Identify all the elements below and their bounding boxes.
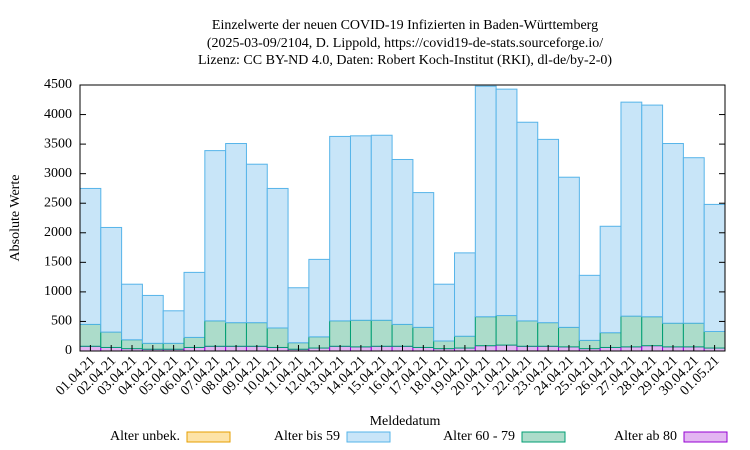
legend-label: Alter ab 80 — [614, 429, 677, 444]
y-tick-label: 4000 — [44, 107, 72, 122]
bar-segment — [204, 150, 227, 322]
y-tick-label: 2000 — [44, 225, 72, 240]
bar-segment — [391, 158, 414, 325]
y-tick-label: 3000 — [44, 166, 72, 181]
legend-swatch — [683, 431, 728, 443]
bar-segment — [516, 121, 539, 322]
bar-segment — [391, 323, 414, 347]
chart-subtitle: Lizenz: CC BY-ND 4.0, Daten: Robert Koch… — [198, 53, 612, 68]
legend-label: Alter unbek. — [110, 429, 180, 444]
x-axis-label: Meldedatum — [370, 414, 441, 429]
bar-segment — [558, 176, 580, 328]
bar-segment — [100, 226, 123, 333]
bar-segment — [433, 283, 456, 342]
bar-segment — [620, 315, 643, 348]
y-tick-label: 3500 — [44, 136, 72, 151]
y-tick-label: 4500 — [44, 77, 72, 92]
bar-segment — [516, 320, 539, 347]
bar-segment — [682, 322, 705, 348]
bar-segment — [641, 316, 664, 347]
bar-segment — [162, 310, 185, 344]
bar-segment — [495, 315, 518, 346]
y-tick-label: 500 — [51, 314, 72, 329]
bar-segment — [370, 134, 393, 321]
bar-segment — [121, 283, 143, 341]
bar-segment — [620, 101, 643, 317]
chart-title: Einzelwerte der neuen COVID-19 Infiziert… — [212, 18, 598, 33]
legend-swatch — [521, 431, 566, 443]
bar-segment — [329, 135, 351, 322]
y-tick-label: 0 — [65, 343, 72, 358]
bar-segment — [537, 322, 560, 347]
bar-segment — [537, 138, 560, 324]
bar-segment — [599, 225, 622, 334]
legend-label: Alter 60 - 79 — [443, 429, 515, 444]
bar-segment — [245, 322, 268, 347]
bar-segment — [308, 258, 331, 338]
y-axis-label: Absolute Werte — [8, 175, 23, 262]
legend-swatch — [346, 431, 391, 443]
bar-segment — [141, 294, 164, 344]
bar-segment — [204, 320, 227, 347]
legend-label: Alter bis 59 — [274, 429, 340, 444]
bar-segment — [474, 85, 497, 318]
bar-segment — [578, 274, 601, 341]
bar-segment — [79, 187, 102, 325]
y-tick-label: 2500 — [44, 195, 72, 210]
bar-segment — [225, 322, 247, 347]
y-tick-label: 1500 — [44, 255, 72, 270]
bar-segment — [662, 322, 684, 348]
bar-segment — [287, 287, 310, 344]
bar-segment — [495, 88, 518, 317]
y-tick-label: 1000 — [44, 284, 72, 299]
bar-segment — [79, 323, 102, 347]
bar-segment — [454, 252, 476, 337]
bar-segment — [703, 203, 726, 332]
chart-subtitle: (2025-03-09/2104, D. Lippold, https://co… — [207, 36, 603, 51]
bar-segment — [349, 319, 372, 348]
bar-segment — [183, 271, 206, 338]
bar-segment — [245, 163, 268, 324]
bar-segment — [412, 192, 435, 328]
bar-segment — [641, 104, 664, 318]
legend-swatch — [186, 431, 231, 443]
bar-segment — [370, 319, 393, 347]
bar-segment — [682, 157, 705, 324]
bar-segment — [266, 327, 289, 348]
bar-segment — [225, 143, 247, 324]
bar-segment — [412, 326, 435, 348]
bar-segment — [474, 316, 497, 347]
bar-segment — [558, 326, 580, 348]
bar-segment — [662, 143, 684, 324]
bar-segment — [266, 187, 289, 329]
bar-segment — [329, 320, 351, 347]
bar-segment — [349, 135, 372, 321]
